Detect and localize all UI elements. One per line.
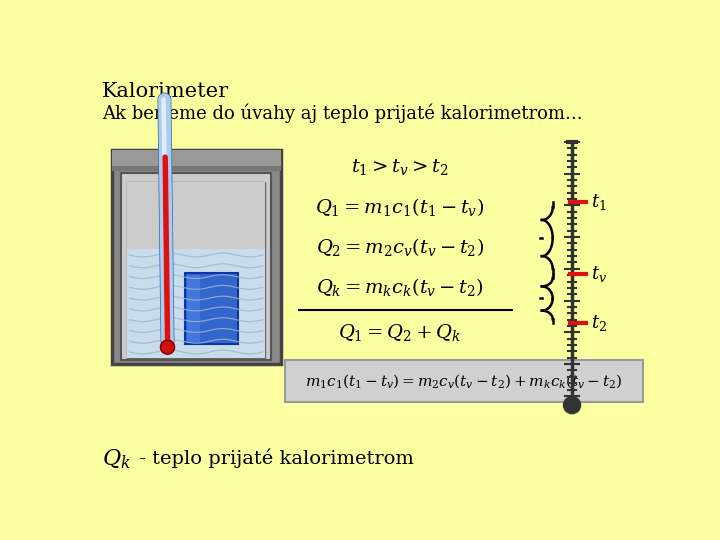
- FancyBboxPatch shape: [186, 275, 199, 342]
- Text: $t_2$: $t_2$: [590, 313, 607, 333]
- FancyBboxPatch shape: [127, 249, 265, 358]
- FancyBboxPatch shape: [112, 166, 281, 171]
- Circle shape: [161, 340, 174, 354]
- Text: $Q_k = m_kc_k\left(t_v - t_2\right)$: $Q_k = m_kc_k\left(t_v - t_2\right)$: [316, 276, 484, 298]
- FancyBboxPatch shape: [127, 182, 265, 358]
- Text: $t_1$: $t_1$: [590, 192, 606, 212]
- FancyBboxPatch shape: [285, 360, 644, 402]
- Text: $Q_1 = Q_2 + Q_k$: $Q_1 = Q_2 + Q_k$: [338, 322, 462, 343]
- Text: $m_1c_1\left(t_1 - t_v\right) = m_2c_v\left(t_v - t_2\right) + m_kc_k\left(t_v -: $m_1c_1\left(t_1 - t_v\right) = m_2c_v\l…: [305, 372, 624, 390]
- FancyBboxPatch shape: [112, 150, 281, 363]
- Text: Ak berieme do úvahy aj teplo prijaté kalorimetrom...: Ak berieme do úvahy aj teplo prijaté kal…: [102, 103, 582, 123]
- Circle shape: [564, 397, 580, 414]
- FancyBboxPatch shape: [127, 182, 265, 249]
- Text: $Q_1 = m_1c_1\left(t_1 - t_v\right)$: $Q_1 = m_1c_1\left(t_1 - t_v\right)$: [315, 196, 485, 218]
- FancyBboxPatch shape: [185, 273, 238, 344]
- FancyBboxPatch shape: [121, 173, 271, 360]
- Text: Kalorimeter: Kalorimeter: [102, 82, 229, 101]
- Text: $t_1{>}t_v{>}t_2$: $t_1{>}t_v{>}t_2$: [351, 157, 449, 177]
- Text: $Q_2 = m_2c_v\left(t_v - t_2\right)$: $Q_2 = m_2c_v\left(t_v - t_2\right)$: [316, 237, 484, 258]
- FancyBboxPatch shape: [112, 150, 281, 171]
- Text: $Q_k$: $Q_k$: [102, 448, 130, 471]
- Text: - teplo prijaté kalorimetrom: - teplo prijaté kalorimetrom: [132, 448, 413, 468]
- Text: $t_v$: $t_v$: [590, 264, 607, 284]
